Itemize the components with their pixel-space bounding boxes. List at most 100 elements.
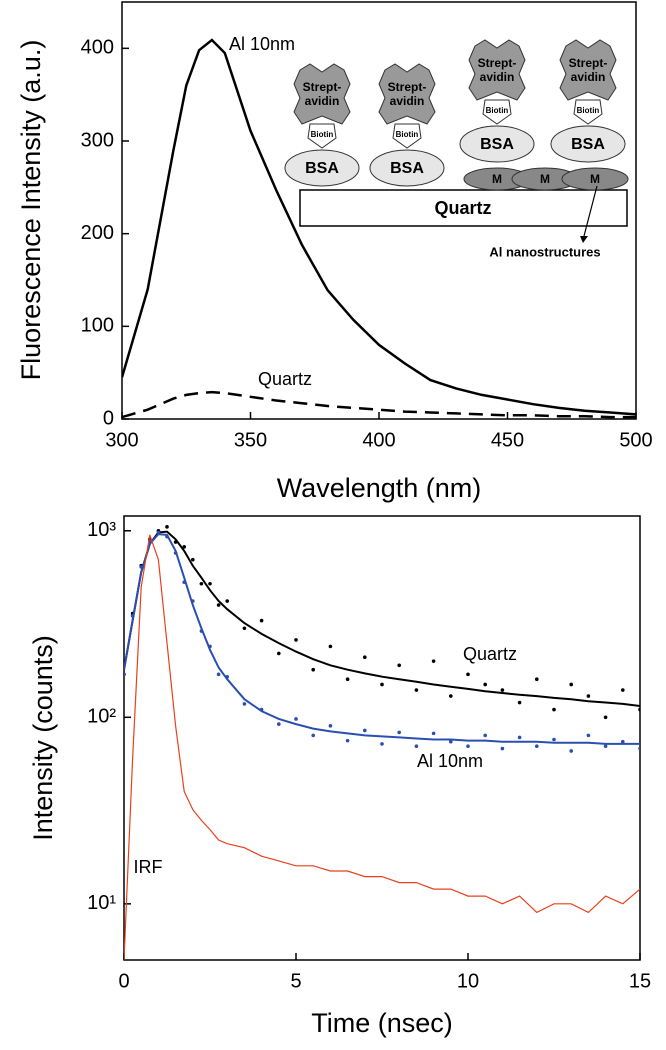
data-point [294, 638, 298, 642]
y-axis-title: Intensity (counts) [28, 635, 58, 841]
streptavidin-label: Strept- [569, 56, 608, 70]
data-point [397, 730, 402, 735]
data-point [199, 581, 204, 586]
data-point [569, 682, 573, 687]
streptavidin-label: avidin [305, 94, 340, 108]
x-tick-label: 0 [118, 970, 129, 992]
data-point [586, 733, 591, 738]
x-tick-label: 300 [105, 429, 138, 451]
streptavidin [378, 63, 436, 125]
bsa-label: BSA [390, 160, 424, 177]
streptavidin [559, 39, 617, 101]
data-point [431, 731, 436, 736]
data-point [517, 735, 522, 740]
biotin [392, 123, 422, 149]
data-point [182, 545, 186, 549]
streptavidin-label: Strept- [478, 56, 517, 70]
data-point [638, 707, 640, 712]
arrow [583, 185, 598, 237]
fit-line [124, 533, 640, 745]
data-point [165, 525, 169, 529]
data-point [216, 603, 221, 607]
biotin [482, 99, 512, 125]
substrate-label: Quartz [434, 198, 491, 218]
data-point [466, 744, 470, 749]
x-tick-label: 15 [629, 970, 651, 992]
y-axis-title: Fluorescence Intensity (a.u.) [16, 40, 46, 381]
data-point [380, 742, 384, 746]
data-point [225, 599, 229, 603]
x-axis-title: Wavelength (nm) [277, 473, 482, 503]
bsa [550, 125, 626, 163]
data-point [449, 739, 453, 744]
data-point [621, 739, 625, 744]
plot-area [122, 38, 636, 419]
data-point [414, 744, 419, 749]
data-point [345, 677, 350, 682]
y-tick-label: 0 [103, 407, 114, 429]
y-tick-label: 300 [81, 129, 114, 151]
y-tick-label: 10³ [87, 519, 116, 541]
data-point [242, 702, 247, 706]
y-tick-label: 400 [81, 37, 114, 59]
bsa-label: BSA [305, 160, 339, 177]
data-point [363, 655, 367, 660]
data-point [466, 672, 470, 677]
series-line [122, 38, 636, 416]
data-point [500, 688, 505, 692]
series-annotation: Al 10nm [417, 751, 483, 771]
data-point [242, 626, 247, 631]
data-point [638, 746, 640, 751]
data-point [414, 688, 419, 692]
data-point [328, 724, 333, 728]
data-point [216, 672, 221, 677]
data-point [569, 749, 573, 753]
arrow-label: Al nanostructures [489, 244, 600, 259]
streptavidin-label: avidin [571, 70, 606, 84]
metal-label: M [492, 172, 502, 186]
biotin-label: Biotin [311, 130, 334, 139]
data-point [208, 581, 212, 586]
data-point [259, 618, 264, 623]
data-point [397, 663, 402, 668]
data-point [345, 738, 350, 743]
metal-label: M [540, 172, 550, 186]
data-point [311, 667, 316, 672]
arrow-head [580, 236, 588, 243]
series-annotation: Quartz [463, 644, 517, 664]
data-point [483, 682, 488, 687]
biotin [573, 99, 603, 125]
x-tick-label: 5 [290, 970, 301, 992]
biotin-label: Biotin [577, 106, 600, 115]
y-tick-label: 10² [87, 706, 116, 728]
series-annotation: IRF [134, 857, 163, 877]
y-tick-label: 100 [81, 315, 114, 337]
plot-area [124, 525, 640, 960]
data-point [363, 728, 367, 733]
data-point [277, 651, 281, 656]
data-point [535, 677, 539, 682]
data-point [552, 707, 556, 712]
series-annotation: Quartz [258, 369, 312, 389]
bsa-label: BSA [571, 136, 605, 153]
substrate [299, 189, 628, 227]
bsa [369, 149, 445, 187]
x-tick-label: 400 [362, 429, 395, 451]
biotin [307, 123, 337, 149]
data-point [535, 744, 539, 749]
data-point [277, 722, 281, 726]
data-point [380, 682, 384, 687]
y-tick-label: 200 [81, 222, 114, 244]
x-axis-title: Time (nsec) [311, 1008, 453, 1038]
x-tick-label: 500 [619, 429, 652, 451]
data-point [483, 733, 488, 738]
data-point [124, 672, 126, 677]
x-tick-label: 450 [491, 429, 524, 451]
data-point [603, 715, 608, 720]
x-tick-label: 350 [234, 429, 267, 451]
data-point [552, 737, 556, 742]
series-line [122, 390, 636, 419]
data-point [311, 733, 316, 738]
data-point [449, 694, 453, 698]
